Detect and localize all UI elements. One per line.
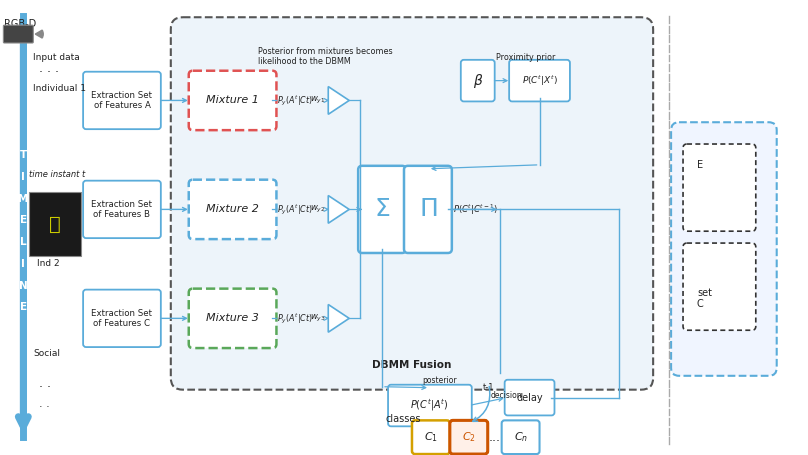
FancyBboxPatch shape: [170, 17, 653, 389]
Text: Social: Social: [33, 349, 61, 358]
Text: Mixture 2: Mixture 2: [206, 204, 259, 214]
Text: $P(C^t|X^t)$: $P(C^t|X^t)$: [521, 73, 558, 88]
FancyBboxPatch shape: [189, 180, 276, 239]
FancyBboxPatch shape: [412, 420, 450, 454]
FancyBboxPatch shape: [83, 181, 161, 238]
Text: Extraction Set
of Features B: Extraction Set of Features B: [91, 200, 153, 219]
Text: $P(C^t|A^t)$: $P(C^t|A^t)$: [410, 398, 449, 414]
Text: $C_1$: $C_1$: [424, 430, 438, 444]
Text: Proximity prior: Proximity prior: [495, 53, 555, 62]
Text: $P_y(A^t|Ct)$: $P_y(A^t|Ct)$: [277, 202, 314, 217]
Text: posterior: posterior: [422, 376, 457, 385]
FancyBboxPatch shape: [671, 122, 776, 376]
Text: $P(C^t|C^{t-1})$: $P(C^t|C^{t-1})$: [452, 202, 498, 217]
Text: $P_y(A^t|Ct)$: $P_y(A^t|Ct)$: [277, 93, 314, 108]
Text: Individual 1: Individual 1: [33, 84, 86, 93]
FancyBboxPatch shape: [505, 380, 554, 415]
Text: E: E: [19, 303, 27, 313]
Text: $\beta$: $\beta$: [473, 71, 483, 90]
Text: $\Pi$: $\Pi$: [419, 197, 437, 222]
FancyBboxPatch shape: [358, 166, 406, 253]
Text: $w_{y3}$: $w_{y3}$: [309, 313, 326, 324]
Text: L: L: [20, 237, 27, 247]
Text: · ·: · ·: [40, 381, 51, 394]
Text: Input data: Input data: [33, 53, 80, 62]
Text: Posterior from mixtures becomes
likelihood to the DBMM: Posterior from mixtures becomes likeliho…: [258, 47, 392, 66]
Text: I: I: [21, 259, 25, 269]
Text: classes: classes: [385, 415, 421, 425]
Text: $\Sigma$: $\Sigma$: [374, 197, 390, 222]
Text: Extraction Set
of Features A: Extraction Set of Features A: [91, 91, 153, 110]
Text: set
C: set C: [697, 288, 712, 309]
FancyBboxPatch shape: [83, 72, 161, 129]
Polygon shape: [328, 86, 349, 114]
Text: · ·: · ·: [40, 403, 50, 413]
Text: Mixture 1: Mixture 1: [206, 96, 259, 106]
Text: M: M: [18, 193, 28, 203]
FancyBboxPatch shape: [461, 60, 494, 101]
Text: delay: delay: [516, 393, 543, 403]
FancyBboxPatch shape: [683, 243, 755, 330]
Text: Mixture 3: Mixture 3: [206, 313, 259, 324]
FancyBboxPatch shape: [683, 144, 755, 231]
Text: time instant t: time instant t: [29, 170, 86, 179]
FancyBboxPatch shape: [404, 166, 452, 253]
Text: $w_{y2}$: $w_{y2}$: [309, 204, 326, 215]
Text: decision: decision: [490, 391, 522, 400]
Text: Extraction Set
of Features C: Extraction Set of Features C: [91, 308, 153, 328]
Text: $C_2$: $C_2$: [462, 430, 476, 444]
Text: 👥: 👥: [49, 215, 61, 234]
Text: Ind 2: Ind 2: [37, 259, 60, 268]
FancyBboxPatch shape: [29, 192, 81, 256]
FancyBboxPatch shape: [450, 420, 488, 454]
Text: ...: ...: [489, 431, 501, 444]
Text: · · ·: · · ·: [40, 66, 59, 79]
FancyBboxPatch shape: [83, 290, 161, 347]
Text: T: T: [19, 150, 27, 160]
Text: N: N: [19, 281, 27, 291]
Text: $P_y(A^t|Ct)$: $P_y(A^t|Ct)$: [277, 311, 314, 326]
Text: E: E: [19, 215, 27, 225]
FancyBboxPatch shape: [189, 71, 276, 130]
Text: DBMM Fusion: DBMM Fusion: [372, 360, 452, 370]
Text: I: I: [21, 172, 25, 182]
Text: RGB-D: RGB-D: [4, 19, 36, 29]
Text: t-1: t-1: [482, 383, 494, 392]
Polygon shape: [328, 304, 349, 332]
Text: $C_n$: $C_n$: [514, 430, 528, 444]
FancyBboxPatch shape: [3, 25, 33, 43]
FancyBboxPatch shape: [388, 385, 472, 426]
FancyBboxPatch shape: [502, 420, 540, 454]
FancyBboxPatch shape: [509, 60, 570, 101]
FancyBboxPatch shape: [189, 288, 276, 348]
Text: E: E: [697, 160, 703, 170]
Wedge shape: [36, 30, 44, 38]
Polygon shape: [328, 196, 349, 223]
Text: $w_{y1}$: $w_{y1}$: [309, 95, 326, 106]
